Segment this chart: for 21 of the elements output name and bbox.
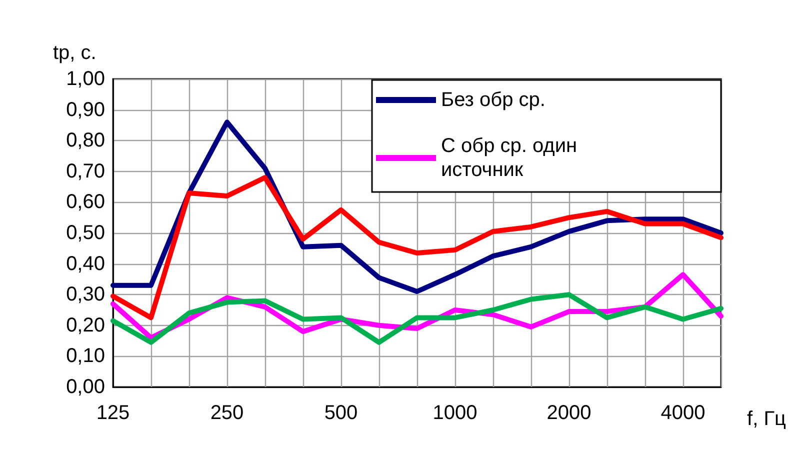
x-tick-label: 500	[324, 402, 358, 424]
x-axis-title: f, Гц	[747, 408, 786, 430]
legend-label: С обр ср. один источник	[441, 135, 583, 181]
y-tick-label: 0,60	[66, 191, 105, 214]
x-tick-label: 2000	[546, 402, 592, 424]
legend-label: Без обр ср.	[441, 89, 546, 111]
x-tick-label: 1000	[432, 402, 478, 424]
y-tick-label: 0,90	[66, 98, 105, 121]
y-tick-label: 0,10	[66, 345, 105, 368]
x-tick-label: 4000	[660, 402, 706, 424]
y-tick-label: 0,70	[66, 160, 105, 182]
y-tick-label: 0,00	[66, 376, 105, 398]
y-axis-title: tp, с.	[53, 42, 96, 64]
y-tick-label: 0,50	[66, 222, 105, 244]
y-tick-label: 0,80	[66, 130, 105, 152]
x-tick-label: 125	[96, 402, 130, 424]
x-tick-label: 250	[210, 402, 244, 424]
y-tick-label: 1,00	[66, 68, 105, 90]
y-tick-label: 0,30	[66, 284, 105, 306]
y-tick-label: 0,40	[66, 252, 105, 275]
y-tick-label: 0,20	[66, 314, 105, 336]
